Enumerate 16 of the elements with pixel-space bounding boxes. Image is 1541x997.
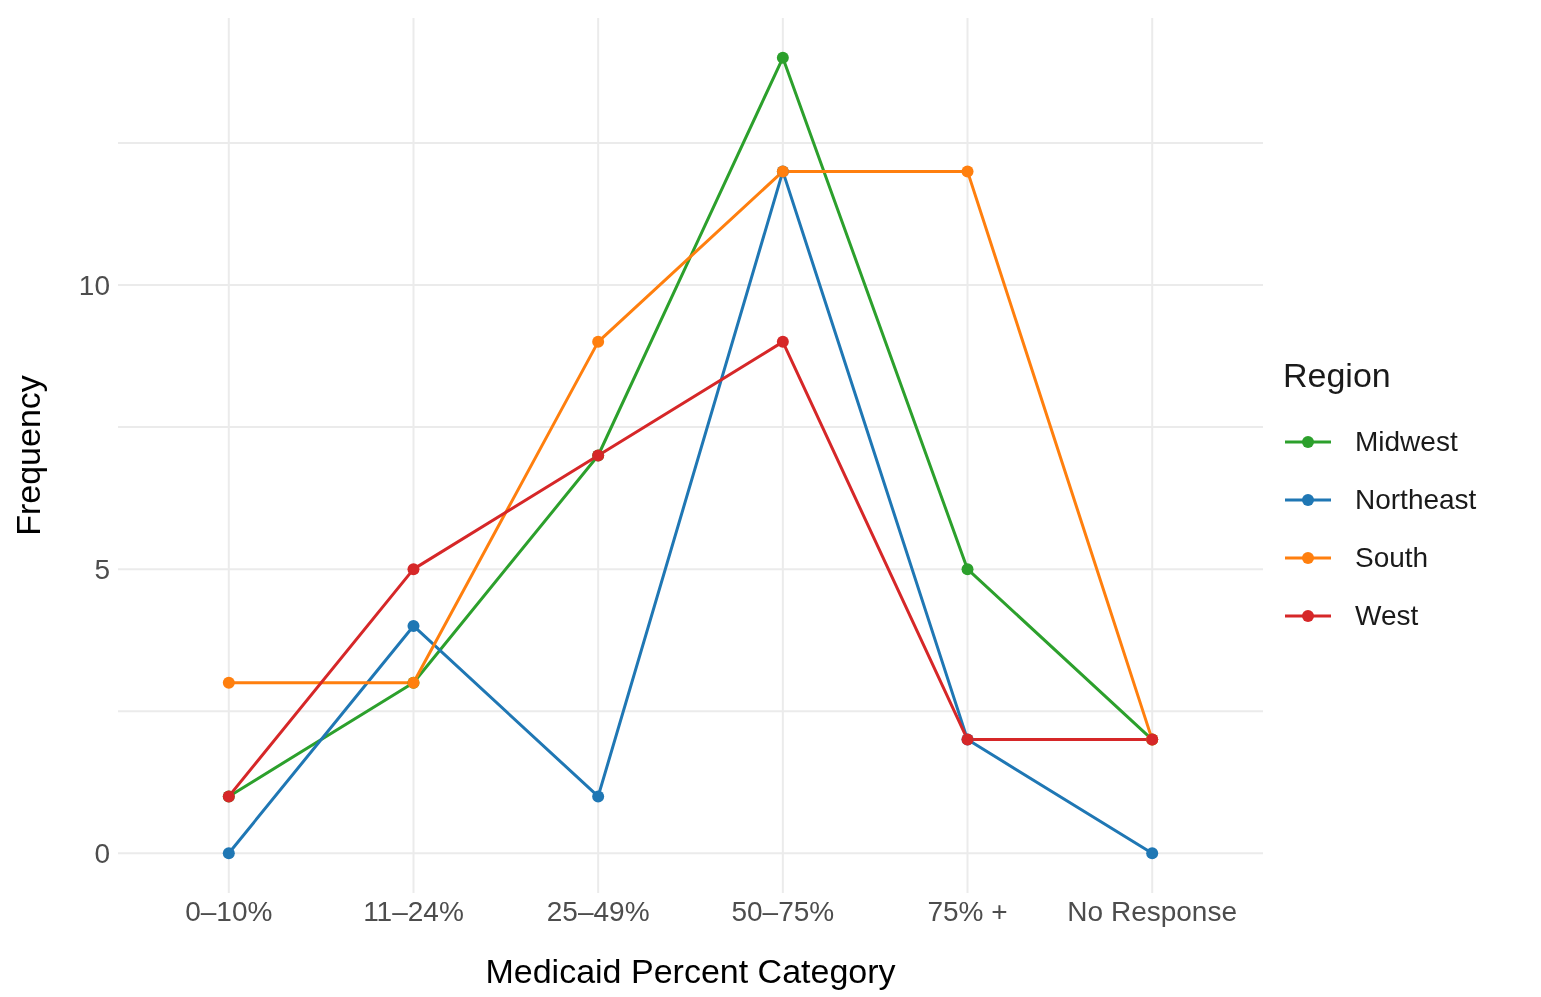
- x-tick-label: 11–24%: [363, 895, 464, 927]
- x-tick-label: No Response: [1067, 895, 1238, 927]
- x-tick-label: 75% +: [927, 895, 1008, 927]
- legend-label: Northeast: [1355, 484, 1477, 516]
- x-axis-title: Medicaid Percent Category: [485, 952, 896, 990]
- y-tick-label: 0: [94, 838, 110, 870]
- x-tick-label: 25–49%: [546, 895, 650, 927]
- legend-title: Region: [1283, 356, 1392, 395]
- legend-label: West: [1355, 600, 1419, 632]
- x-tick-label: 50–75%: [731, 895, 835, 927]
- y-axis-title: Frequency: [9, 375, 48, 536]
- x-tick-label: 0–10%: [185, 895, 273, 927]
- legend-label: South: [1355, 542, 1429, 574]
- y-tick-label: 10: [78, 269, 110, 301]
- y-tick-label: 5: [94, 554, 110, 586]
- legend-label: Midwest: [1355, 426, 1458, 458]
